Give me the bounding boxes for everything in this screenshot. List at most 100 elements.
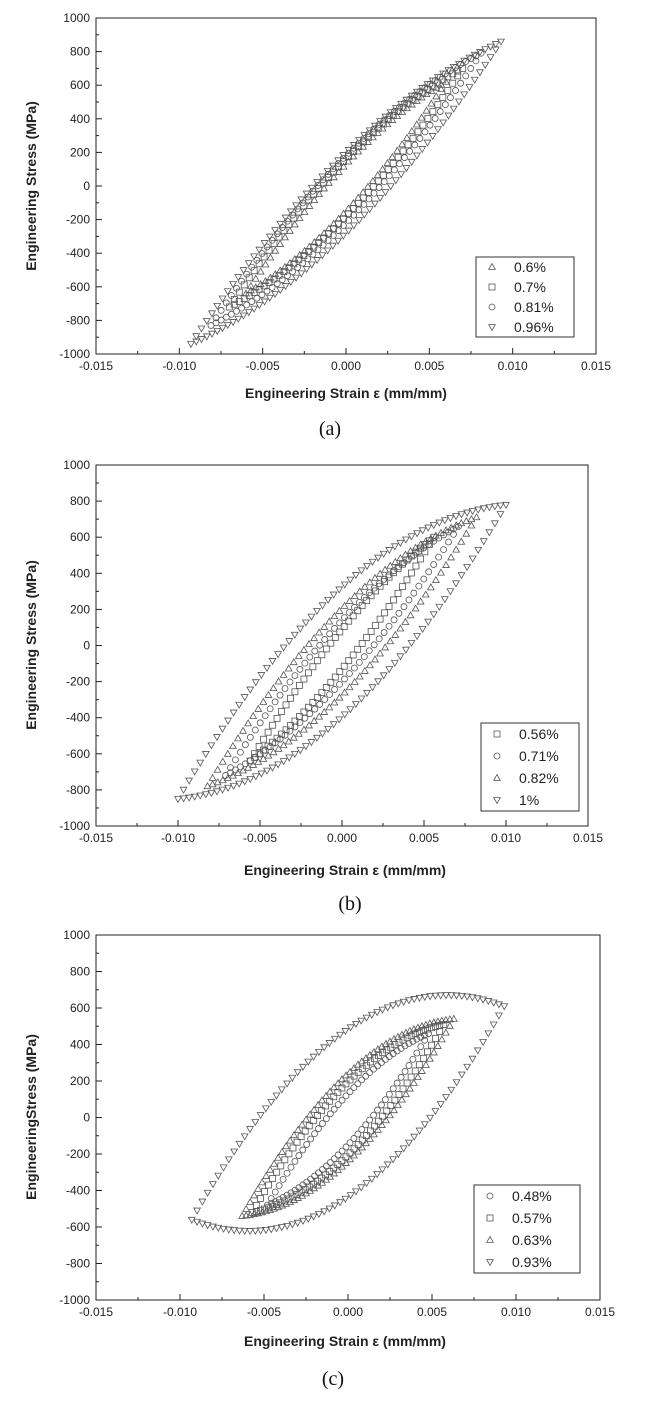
data-point <box>418 85 427 93</box>
data-point <box>489 1021 498 1029</box>
data-point <box>421 1036 429 1044</box>
data-point <box>306 1110 315 1118</box>
data-point <box>330 1093 338 1101</box>
data-point <box>472 513 481 521</box>
data-point <box>224 1156 233 1164</box>
data-point <box>360 132 369 140</box>
data-point <box>233 307 240 315</box>
data-point <box>239 726 248 734</box>
data-point <box>345 657 353 665</box>
data-point <box>246 281 255 289</box>
data-point <box>235 780 244 788</box>
data-point <box>381 113 390 121</box>
data-point <box>385 1090 393 1098</box>
data-point <box>375 184 383 191</box>
data-point <box>224 1226 233 1234</box>
data-point <box>473 995 482 1003</box>
data-point <box>264 690 273 698</box>
data-point <box>292 274 301 282</box>
data-point <box>383 120 392 128</box>
data-point <box>336 680 343 688</box>
x-tick-label-b: 0.000 <box>327 831 357 845</box>
data-point <box>313 657 321 665</box>
data-point <box>485 504 494 512</box>
data-point <box>197 336 206 344</box>
data-point <box>253 294 261 302</box>
data-point <box>363 563 372 571</box>
data-point <box>203 1222 212 1230</box>
data-point <box>208 1181 217 1189</box>
data-point <box>426 1114 435 1122</box>
data-point <box>261 1205 268 1213</box>
data-point <box>360 594 368 601</box>
data-point <box>439 119 448 127</box>
data-point <box>327 639 335 647</box>
data-point <box>412 152 421 160</box>
data-point <box>274 1153 283 1161</box>
data-point <box>261 712 269 720</box>
y-tick-label-a: 600 <box>70 78 90 92</box>
data-point <box>411 1030 419 1038</box>
data-point <box>344 227 353 235</box>
data-point <box>263 287 271 295</box>
data-point <box>373 1125 382 1133</box>
data-point <box>431 575 440 583</box>
data-point <box>276 691 284 699</box>
data-point <box>346 1076 354 1084</box>
data-point <box>399 1145 408 1153</box>
data-point <box>300 675 308 683</box>
data-point <box>254 1184 263 1192</box>
y-tick-label-b: -800 <box>66 783 90 797</box>
data-point <box>436 568 445 576</box>
data-point <box>354 1130 362 1138</box>
data-point <box>367 1175 376 1183</box>
data-point <box>381 609 388 617</box>
data-point <box>447 523 456 531</box>
data-point <box>250 267 258 275</box>
data-point <box>370 1065 377 1073</box>
data-point <box>304 703 312 711</box>
data-point <box>260 253 268 261</box>
data-point <box>372 621 380 629</box>
data-point <box>219 1164 228 1172</box>
data-point <box>424 618 433 626</box>
data-point <box>301 619 310 627</box>
data-point <box>278 276 286 284</box>
data-point <box>279 670 288 678</box>
data-point <box>330 698 339 706</box>
data-point <box>421 1020 430 1028</box>
legend-marker-c <box>486 1192 494 1200</box>
data-point <box>281 214 290 222</box>
data-point <box>457 79 465 87</box>
data-point <box>307 261 316 269</box>
data-point <box>265 1204 272 1212</box>
data-point <box>185 777 194 785</box>
data-point <box>406 147 414 155</box>
y-tick-label-a: 0 <box>83 179 90 193</box>
data-point <box>389 1002 398 1010</box>
data-point <box>245 274 253 282</box>
data-point <box>281 1156 289 1164</box>
data-point <box>350 144 358 152</box>
data-point <box>213 765 222 773</box>
data-point <box>421 84 429 92</box>
data-point <box>365 1050 374 1058</box>
data-point <box>394 1151 403 1159</box>
data-point <box>449 79 457 87</box>
x-axis-title-b: Engineering Strain ε (mm/mm) <box>244 862 446 878</box>
legend-marker-a <box>488 303 496 311</box>
data-point <box>413 1049 421 1057</box>
data-point <box>326 630 334 638</box>
x-tick-label-c: -0.010 <box>163 1305 197 1319</box>
y-tick-label-c: 1000 <box>63 928 90 942</box>
data-point <box>447 992 456 1000</box>
data-point <box>207 742 216 750</box>
data-point <box>390 596 397 604</box>
data-point <box>325 1205 334 1213</box>
data-point <box>275 271 283 279</box>
data-point <box>345 216 352 224</box>
data-point <box>296 681 303 689</box>
x-tick-label-a: -0.005 <box>246 359 280 373</box>
data-point <box>320 1208 329 1216</box>
data-point <box>260 240 269 248</box>
